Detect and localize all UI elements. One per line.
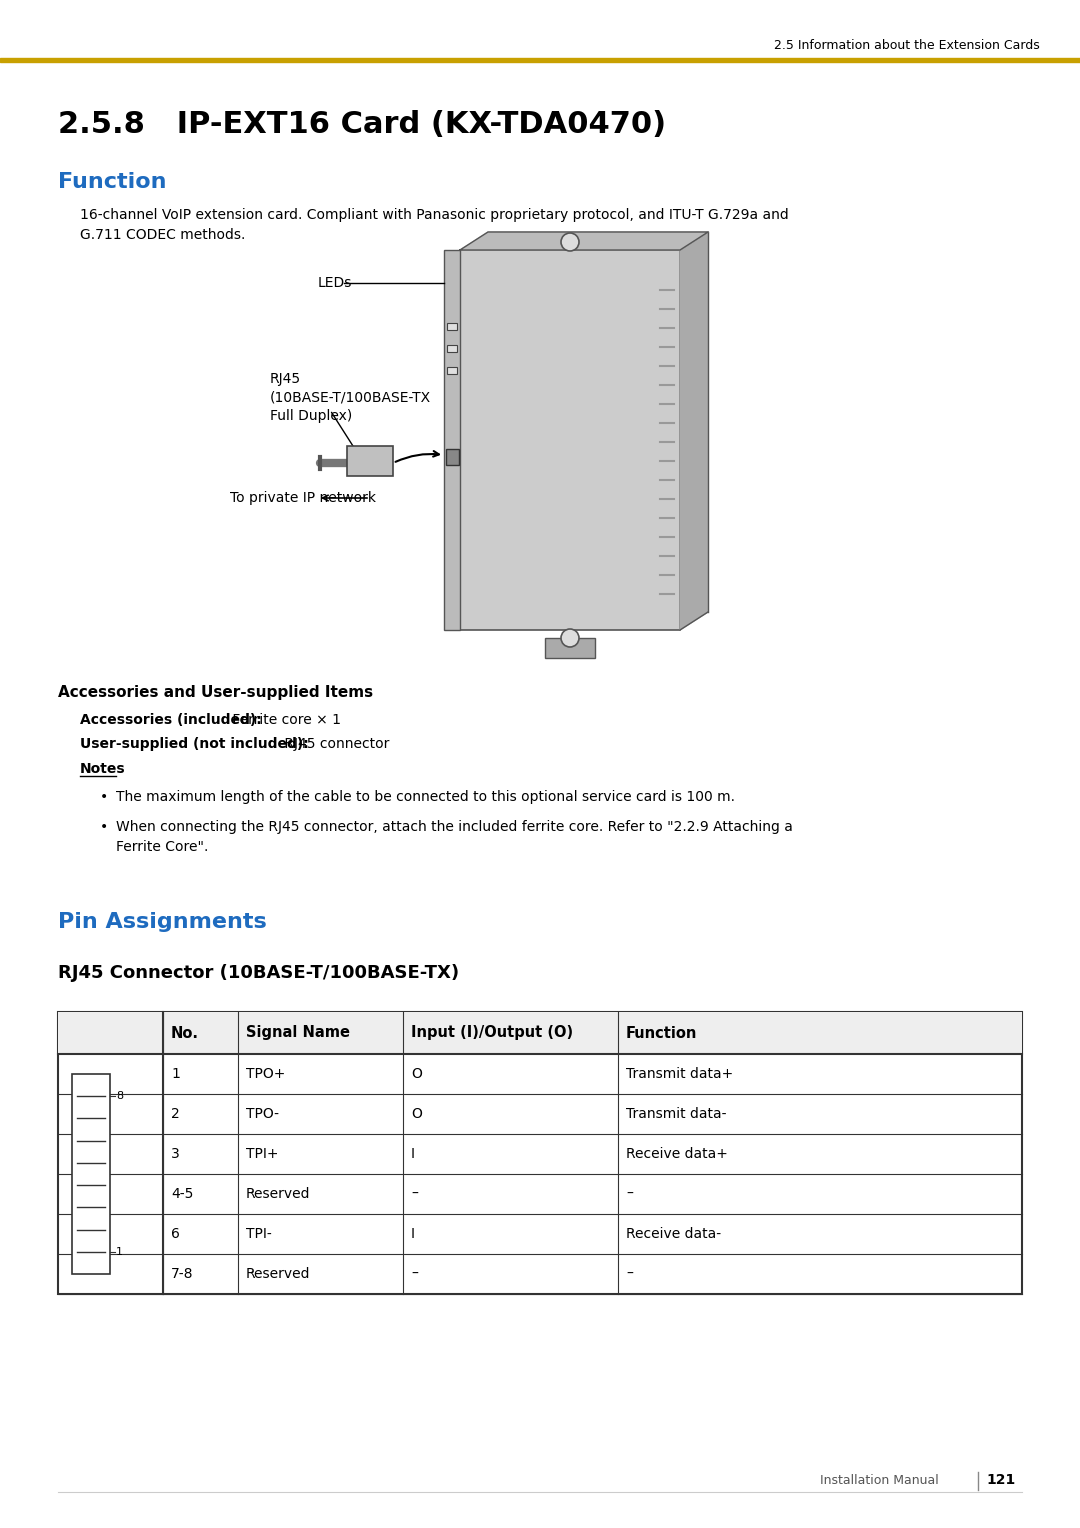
Text: Reserved: Reserved: [246, 1267, 311, 1280]
Text: 1: 1: [116, 1247, 123, 1256]
Text: User-supplied (not included):: User-supplied (not included):: [80, 736, 309, 750]
Text: Transmit data+: Transmit data+: [626, 1067, 733, 1080]
Bar: [58, 1012, 1022, 1054]
Bar: [58, 1012, 1022, 1294]
Text: To private IP network: To private IP network: [230, 490, 376, 504]
Text: •: •: [100, 790, 108, 804]
Text: O: O: [411, 1067, 422, 1080]
Text: TPI-: TPI-: [246, 1227, 272, 1241]
Text: RJ45 Connector (10BASE-T/100BASE-TX): RJ45 Connector (10BASE-T/100BASE-TX): [58, 964, 459, 983]
Text: Function: Function: [626, 1025, 698, 1041]
Text: –: –: [626, 1187, 633, 1201]
Text: 16-channel VoIP extension card. Compliant with Panasonic proprietary protocol, a: 16-channel VoIP extension card. Complian…: [80, 208, 788, 241]
Text: TPO+: TPO+: [246, 1067, 285, 1080]
Bar: [72, 1074, 110, 1274]
Bar: [444, 251, 460, 630]
Text: TPO-: TPO-: [246, 1106, 279, 1122]
Text: –: –: [626, 1267, 633, 1280]
Text: 3: 3: [171, 1148, 179, 1161]
Text: Installation Manual: Installation Manual: [820, 1473, 939, 1487]
Text: LEDs: LEDs: [318, 277, 352, 290]
Text: Reserved: Reserved: [246, 1187, 311, 1201]
Text: RJ45 connector: RJ45 connector: [280, 736, 390, 750]
Text: No.: No.: [171, 1025, 199, 1041]
Text: 2.5 Information about the Extension Cards: 2.5 Information about the Extension Card…: [774, 40, 1040, 52]
Text: RJ45
(10BASE-T/100BASE-TX
Full Duplex): RJ45 (10BASE-T/100BASE-TX Full Duplex): [270, 371, 431, 423]
Text: –: –: [411, 1187, 418, 1201]
Text: Transmit data-: Transmit data-: [626, 1106, 727, 1122]
Text: 7-8: 7-8: [171, 1267, 193, 1280]
Text: Accessories (included):: Accessories (included):: [80, 714, 261, 727]
Bar: [447, 322, 457, 330]
Bar: [460, 251, 680, 630]
Text: Notes: Notes: [80, 762, 125, 776]
Text: O: O: [411, 1106, 422, 1122]
Text: Accessories and User-supplied Items: Accessories and User-supplied Items: [58, 685, 373, 700]
Text: –: –: [411, 1267, 418, 1280]
Polygon shape: [680, 232, 708, 630]
Text: TPI+: TPI+: [246, 1148, 279, 1161]
FancyBboxPatch shape: [347, 446, 393, 477]
Bar: [447, 345, 457, 351]
Text: 2.5.8   IP-EXT16 Card (KX-TDA0470): 2.5.8 IP-EXT16 Card (KX-TDA0470): [58, 110, 666, 139]
Text: I: I: [411, 1148, 415, 1161]
Bar: [447, 367, 457, 374]
Text: Pin Assignments: Pin Assignments: [58, 912, 267, 932]
Text: The maximum length of the cable to be connected to this optional service card is: The maximum length of the cable to be co…: [116, 790, 735, 804]
Bar: [545, 639, 595, 659]
Text: Receive data+: Receive data+: [626, 1148, 728, 1161]
Bar: [446, 449, 459, 465]
Circle shape: [561, 630, 579, 646]
Polygon shape: [460, 232, 708, 251]
Text: I: I: [411, 1227, 415, 1241]
Text: Input (I)/Output (O): Input (I)/Output (O): [411, 1025, 573, 1041]
Text: 8: 8: [116, 1091, 123, 1102]
Text: 1: 1: [171, 1067, 180, 1080]
Text: 4-5: 4-5: [171, 1187, 193, 1201]
Text: Signal Name: Signal Name: [246, 1025, 350, 1041]
Text: 2: 2: [171, 1106, 179, 1122]
Text: 121: 121: [986, 1473, 1015, 1487]
Text: Receive data-: Receive data-: [626, 1227, 721, 1241]
Text: Ferrite core × 1: Ferrite core × 1: [228, 714, 341, 727]
Bar: [0, 58, 1080, 63]
Text: •: •: [100, 821, 108, 834]
Text: Function: Function: [58, 173, 166, 193]
Text: 6: 6: [171, 1227, 180, 1241]
Text: When connecting the RJ45 connector, attach the included ferrite core. Refer to ": When connecting the RJ45 connector, atta…: [116, 821, 793, 854]
Circle shape: [561, 232, 579, 251]
